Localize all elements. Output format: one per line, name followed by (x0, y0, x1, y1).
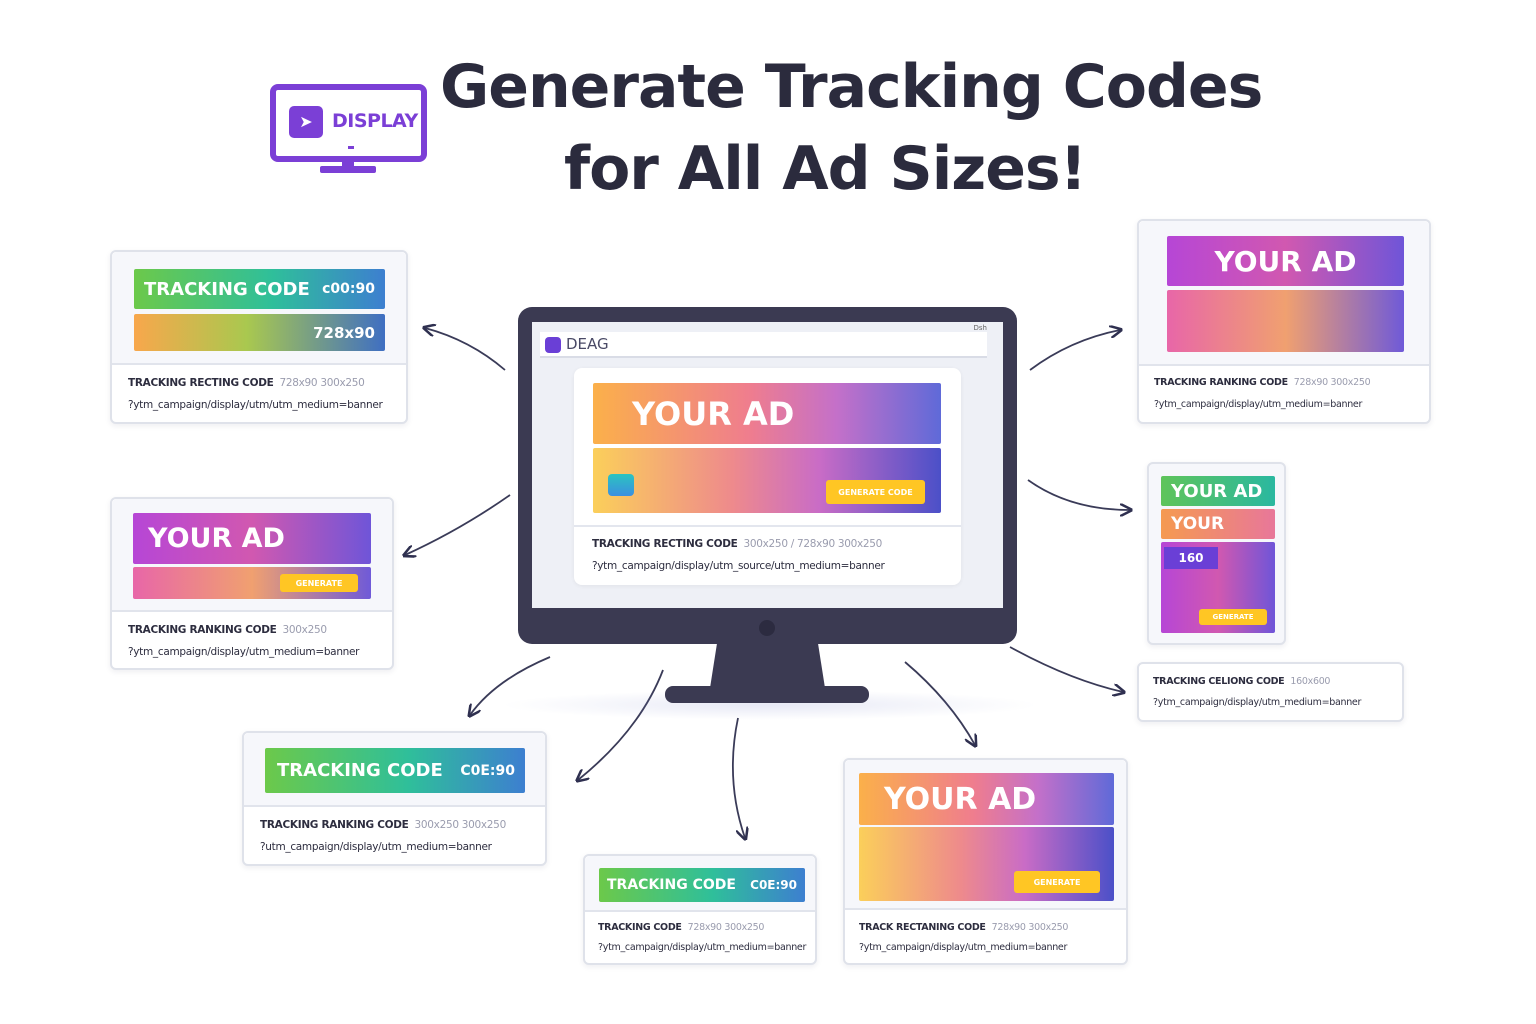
code-label: TRACKING RECTING CODE (592, 538, 738, 550)
code-url[interactable]: ?ytm_campaign/display/utm_medium=banner (128, 646, 360, 658)
ad-banner-2: GENERATE (859, 827, 1114, 901)
browser-bar: DEAG Dsh (540, 324, 987, 358)
code-url[interactable]: ?ytm_campaign/display/utm_medium=banner (598, 942, 807, 953)
code-size: 300x250 / 728x90 300x250 (743, 538, 883, 550)
ad-banner-2: GENERATE (133, 567, 371, 599)
arrow (578, 669, 664, 780)
arrow (904, 661, 975, 745)
arrow (1029, 330, 1120, 371)
monitor-base (665, 686, 869, 703)
arrow (425, 328, 506, 371)
badge: 160 (1164, 547, 1218, 569)
banner-ad: GENERATE CODE (593, 448, 941, 513)
arrow (731, 717, 745, 838)
ad-card-large[interactable]: YOUR AD GENERATE TRACK RECTANING CODE 728… (843, 758, 1128, 965)
tracking-card[interactable]: TRACKING CODE C0E:90 TRACKING RANKING COD… (242, 731, 547, 866)
ad-card-300x250[interactable]: YOUR AD GENERATE TRACKING RANKING CODE 30… (110, 497, 394, 670)
tracking-banner: TRACKING CODE C0E:90 (265, 748, 525, 793)
logo-text: DISPLAY (332, 110, 418, 132)
headline-line2: for All Ad Sizes! (563, 134, 1087, 204)
tracking-banner: TRACKING CODE c00:90 (134, 269, 385, 309)
tracking-banner-2: 728x90 (134, 314, 385, 351)
arrow (470, 656, 551, 715)
play-icon (608, 474, 634, 496)
ad-preview-card: YOUR AD GENERATE CODE TRACKING RECTING C… (574, 368, 961, 585)
code-url[interactable]: ?utm_campaign/display/utm_medium=banner (260, 841, 492, 853)
ad-banner-2: YOUR (1161, 509, 1275, 539)
ad-banner-2 (1167, 290, 1404, 352)
brand-name: DEAG (566, 335, 609, 353)
headline-line1: Generate Tracking Codes (440, 52, 1263, 122)
corner-label: Dsh (973, 324, 987, 332)
ad-card-top-right[interactable]: YOUR AD TRACKING RANKING CODE 728x90 300x… (1137, 219, 1431, 424)
arrow (405, 494, 511, 555)
display-logo: ➤ DISPLAY (270, 84, 427, 162)
cta-button[interactable]: GENERATE (280, 574, 358, 592)
ad-banner: YOUR AD (859, 773, 1114, 825)
ad-banner: YOUR AD (133, 513, 371, 564)
code-url[interactable]: ?ytm_campaign/display/utm_medium=banner (1153, 697, 1362, 708)
cursor-icon: ➤ (289, 106, 323, 138)
tracking-card-728x90[interactable]: TRACKING CODE c00:90 728x90 TRACKING RECT… (110, 250, 408, 424)
tracking-banner: TRACKING CODE C0E:90 (599, 868, 805, 902)
monitor-screen: DEAG Dsh YOUR AD GENERATE CODE TRACKING … (532, 322, 1003, 608)
code-url[interactable]: ?ytm_campaign/display/utm_medium=banner (1154, 399, 1363, 410)
monitor: DEAG Dsh YOUR AD GENERATE CODE TRACKING … (518, 307, 1017, 644)
ad-banner: YOUR AD (1167, 236, 1404, 286)
tracking-card-small[interactable]: TRACKING CODE C0E:90 TRACKING CODE 728x90 … (583, 854, 817, 965)
code-url[interactable]: ?ytm_campaign/display/utm_source/utm_med… (592, 560, 885, 572)
tracking-code-card[interactable]: TRACKING CELIONG CODE 160x600 ?ytm_campai… (1137, 662, 1404, 722)
cta-button[interactable]: GENERATE (1014, 871, 1100, 893)
brand-icon (545, 337, 561, 353)
ad-card-skyscraper[interactable]: YOUR AD YOUR 160 GENERATE (1147, 462, 1286, 645)
code-url[interactable]: ?ytm_campaign/display/utm/utm_medium=ban… (128, 399, 383, 411)
ad-banner: YOUR AD (1161, 476, 1275, 506)
arrow (1009, 646, 1123, 692)
leaderboard-ad: YOUR AD (593, 383, 941, 444)
generate-code-button[interactable]: GENERATE CODE (826, 480, 925, 504)
camera-dot (759, 620, 775, 636)
code-url[interactable]: ?ytm_campaign/display/utm_medium=banner (859, 942, 1068, 953)
arrow (1027, 479, 1130, 510)
ad-banner-3: 160 GENERATE (1161, 542, 1275, 633)
cta-button[interactable]: GENERATE (1199, 609, 1267, 625)
